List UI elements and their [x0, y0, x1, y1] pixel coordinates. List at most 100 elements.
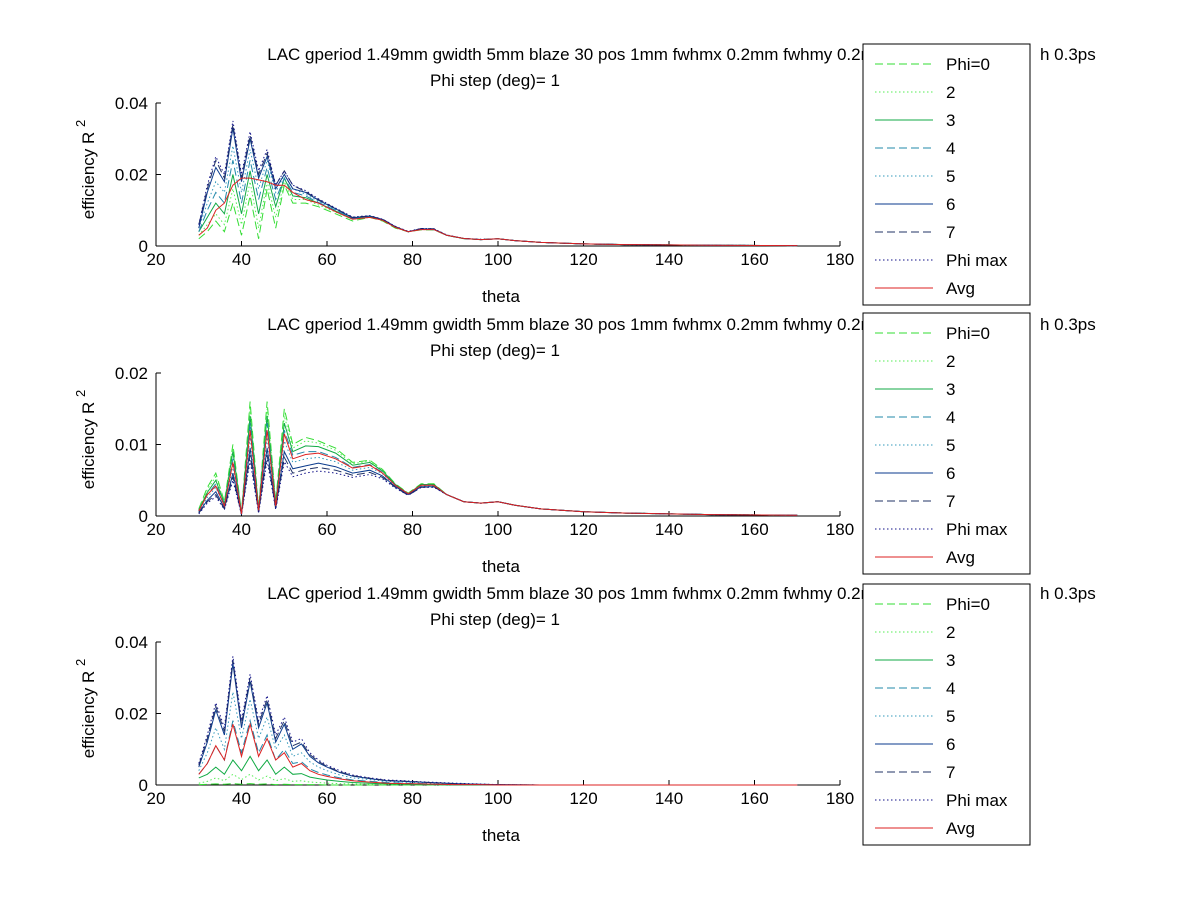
x-tick-label: 80 — [403, 789, 422, 808]
series-line-8 — [198, 656, 798, 786]
x-tick-label: 140 — [655, 250, 683, 269]
legend-label: Avg — [946, 819, 975, 838]
subplot-3: 20 40 60 80 100 120 140 160 180 0 0.02 0.04 theta eff… — [73, 583, 1096, 846]
y-tick-label: 0 — [139, 507, 148, 526]
y-axis-label-text: efficiency R — [79, 127, 98, 219]
legend-label: Phi max — [946, 520, 1008, 539]
x-tick-label: 120 — [569, 789, 597, 808]
legend: Phi=0 2 3 4 5 6 7 Phi max Avg — [862, 312, 1031, 575]
legend-label: 3 — [946, 111, 955, 130]
series-group — [198, 656, 798, 786]
x-tick-label: 40 — [232, 789, 251, 808]
y-axis-label: efficiency R 2 — [73, 659, 98, 759]
y-tick-label: 0.01 — [115, 436, 148, 455]
x-tick-label: 100 — [484, 250, 512, 269]
legend-label: Phi=0 — [946, 324, 990, 343]
x-tick-label: 160 — [740, 789, 768, 808]
y-tick-label: 0.04 — [115, 633, 148, 652]
legend-label: Avg — [946, 548, 975, 567]
legend-label: Phi max — [946, 791, 1008, 810]
legend-label: 3 — [946, 380, 955, 399]
x-tick-label: 120 — [569, 520, 597, 539]
x-axis-label: theta — [482, 826, 520, 845]
legend-label: 7 — [946, 223, 955, 242]
y-axis-label-text: efficiency R — [79, 666, 98, 758]
x-axis-label: theta — [482, 287, 520, 306]
x-tick-label: 120 — [569, 250, 597, 269]
y-tick-label: 0.02 — [115, 166, 148, 185]
series-line-7 — [198, 659, 798, 786]
legend-label: 5 — [946, 707, 955, 726]
legend-label: Phi=0 — [946, 595, 990, 614]
x-tick-label: 60 — [318, 520, 337, 539]
x-tick-label: 160 — [740, 250, 768, 269]
series-line-9 — [198, 430, 798, 516]
x-tick-label: 40 — [232, 520, 251, 539]
legend: Phi=0 2 3 4 5 6 7 Phi max Avg — [862, 43, 1031, 306]
y-tick-label: 0.02 — [115, 705, 148, 724]
legend-label: Phi=0 — [946, 55, 990, 74]
chart-title: LAC gperiod 1.49mm gwidth 5mm blaze 30 p… — [267, 45, 978, 64]
legend-label: Avg — [946, 279, 975, 298]
chart-subtitle: Phi step (deg)= 1 — [430, 341, 560, 360]
subplot-2: 20 40 60 80 100 120 140 160 180 0 0.01 0.02 theta eff… — [73, 312, 1096, 576]
legend-label: 4 — [946, 679, 955, 698]
x-tick-label: 180 — [826, 520, 854, 539]
legend-label: 4 — [946, 139, 955, 158]
legend-label: 7 — [946, 763, 955, 782]
chart-subtitle: Phi step (deg)= 1 — [430, 610, 560, 629]
x-tick-label: 20 — [147, 250, 166, 269]
y-tick-label: 0 — [139, 776, 148, 795]
series-line-9 — [198, 177, 798, 247]
legend-label: 2 — [946, 352, 955, 371]
legend-box — [862, 43, 1031, 306]
y-axis-label: efficiency R 2 — [73, 120, 98, 220]
y-axis-label-superscript: 2 — [73, 390, 88, 397]
x-tick-label: 80 — [403, 520, 422, 539]
legend-box — [862, 583, 1031, 846]
legend-label: 3 — [946, 651, 955, 670]
chart-title-tail: h 0.3ps — [1040, 45, 1096, 64]
legend-box — [862, 312, 1031, 575]
x-tick-label: 40 — [232, 250, 251, 269]
x-tick-label: 60 — [318, 250, 337, 269]
x-tick-label: 180 — [826, 789, 854, 808]
chart-title-tail: h 0.3ps — [1040, 315, 1096, 334]
y-axis-label: efficiency R 2 — [73, 390, 98, 490]
x-tick-label: 60 — [318, 789, 337, 808]
x-tick-label: 20 — [147, 520, 166, 539]
x-tick-label: 100 — [484, 520, 512, 539]
y-tick-label: 0.04 — [115, 94, 148, 113]
x-tick-label: 80 — [403, 250, 422, 269]
legend: Phi=0 2 3 4 5 6 7 Phi max Avg — [862, 583, 1031, 846]
legend-label: 5 — [946, 167, 955, 186]
x-tick-label: 140 — [655, 789, 683, 808]
x-tick-label: 20 — [147, 789, 166, 808]
legend-label: Phi max — [946, 251, 1008, 270]
chart-title-tail: h 0.3ps — [1040, 584, 1096, 603]
y-tick-label: 0.02 — [115, 364, 148, 383]
y-tick-label: 0 — [139, 237, 148, 256]
y-axis-label-text: efficiency R — [79, 397, 98, 489]
x-tick-label: 180 — [826, 250, 854, 269]
legend-label: 2 — [946, 83, 955, 102]
series-group — [198, 120, 798, 247]
x-tick-label: 160 — [740, 520, 768, 539]
y-axis-label-superscript: 2 — [73, 120, 88, 127]
legend-label: 4 — [946, 408, 955, 427]
subplots: 20 40 60 80 100 120 140 160 18000.020.04thetaeff… — [73, 43, 1096, 846]
legend-label: 6 — [946, 464, 955, 483]
chart-title: LAC gperiod 1.49mm gwidth 5mm blaze 30 p… — [267, 315, 978, 334]
x-tick-label: 140 — [655, 520, 683, 539]
chart-subtitle: Phi step (deg)= 1 — [430, 71, 560, 90]
y-axis-label-superscript: 2 — [73, 659, 88, 666]
series-group — [198, 401, 798, 516]
legend-label: 6 — [946, 735, 955, 754]
legend-label: 6 — [946, 195, 955, 214]
legend-label: 7 — [946, 492, 955, 511]
series-line-9 — [198, 722, 798, 786]
chart-title: LAC gperiod 1.49mm gwidth 5mm blaze 30 p… — [267, 584, 978, 603]
x-tick-label: 100 — [484, 789, 512, 808]
legend-label: 5 — [946, 436, 955, 455]
